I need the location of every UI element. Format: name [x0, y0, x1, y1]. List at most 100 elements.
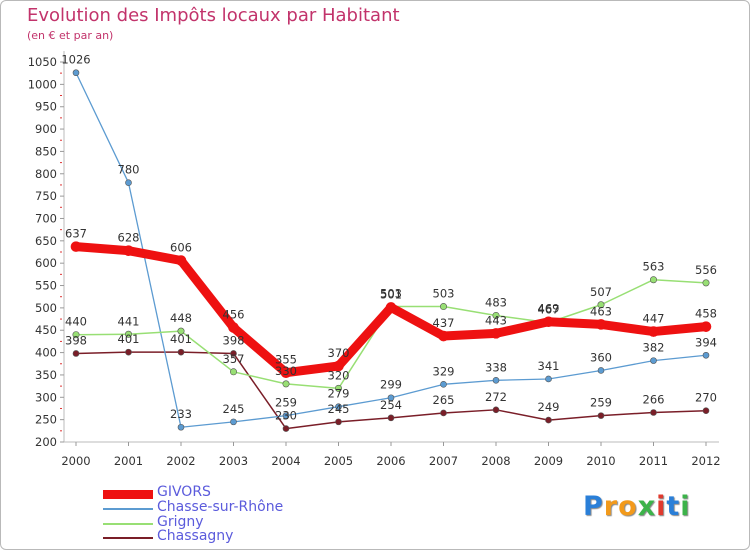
- data-label: 254: [380, 398, 402, 412]
- data-label: 637: [65, 227, 87, 241]
- y-tick-label: 350: [35, 368, 57, 382]
- data-label: 233: [170, 407, 192, 421]
- proxiti-logo: Proxiti: [583, 491, 691, 522]
- data-point: [230, 418, 237, 426]
- data-point: [282, 425, 290, 432]
- data-label: 443: [485, 313, 507, 327]
- data-label: 245: [328, 402, 350, 416]
- data-label: 398: [65, 333, 87, 347]
- data-point: [334, 384, 342, 392]
- y-tick-label: 450: [35, 323, 57, 337]
- y-tick-label: 550: [35, 279, 57, 293]
- legend-label: Grigny: [157, 514, 204, 530]
- data-point: [125, 330, 133, 338]
- data-label: 440: [65, 315, 87, 329]
- data-point: [230, 350, 237, 357]
- y-tick-label: 650: [35, 234, 57, 248]
- data-point: [387, 414, 395, 422]
- data-label: 272: [485, 390, 507, 404]
- x-tick-label: 2006: [376, 454, 405, 468]
- data-label: 437: [433, 316, 455, 330]
- data-label: 394: [695, 335, 717, 349]
- data-point: [597, 301, 605, 309]
- data-point: [702, 279, 710, 287]
- data-point: [702, 351, 710, 359]
- data-point: [175, 255, 187, 266]
- x-tick-label: 2003: [219, 454, 248, 468]
- data-point: [700, 321, 712, 332]
- data-label: 357: [223, 352, 245, 366]
- data-point: [439, 303, 447, 311]
- data-point: [385, 302, 397, 313]
- data-point: [72, 69, 80, 77]
- chart-title: Evolution des Impôts locaux par Habitant: [27, 5, 400, 26]
- logo-letter: i: [656, 491, 667, 522]
- data-label: 382: [643, 341, 665, 355]
- data-point: [545, 416, 552, 424]
- data-label: 456: [223, 308, 245, 322]
- data-label: 628: [118, 231, 140, 245]
- data-point: [123, 245, 134, 256]
- data-point: [70, 241, 82, 252]
- data-label: 501: [380, 287, 402, 301]
- logo-letter: P: [583, 491, 604, 522]
- data-label: 469: [538, 302, 560, 316]
- data-point: [543, 316, 554, 328]
- y-tick-label: 700: [35, 211, 57, 225]
- data-point: [648, 326, 659, 337]
- legend-swatch: [103, 523, 153, 525]
- data-label: 401: [118, 332, 140, 346]
- y-tick-label: 900: [35, 122, 57, 136]
- series-chassagny: [72, 348, 710, 432]
- series-layer: [70, 69, 712, 432]
- x-tick-label: 2005: [324, 454, 353, 468]
- data-point: [335, 403, 342, 410]
- data-point: [335, 418, 342, 426]
- data-point: [440, 409, 447, 417]
- x-tick-label: 2007: [429, 454, 458, 468]
- y-tick-label: 600: [35, 256, 57, 270]
- data-label: 370: [328, 346, 350, 360]
- y-tick-label: 300: [35, 390, 57, 404]
- data-label: 299: [380, 378, 402, 392]
- data-point: [177, 423, 185, 431]
- y-tick-label: 500: [35, 301, 57, 315]
- legend-swatch: [103, 489, 153, 499]
- legend-swatch: [103, 508, 153, 510]
- data-point: [492, 311, 500, 319]
- axes: 200 250 300 350 400 450 500 550 600 650 700 750 800 8…: [28, 51, 721, 468]
- data-label: 401: [170, 332, 192, 346]
- data-point: [282, 380, 290, 388]
- data-label: 266: [643, 392, 665, 406]
- data-label: 230: [275, 409, 297, 423]
- x-tick-label: 2010: [586, 454, 615, 468]
- data-point: [230, 368, 238, 376]
- data-point: [545, 375, 552, 383]
- data-label: 259: [590, 396, 612, 410]
- logo-letter: i: [680, 491, 691, 522]
- x-tick-label: 2009: [534, 454, 563, 468]
- y-tick-label: 200: [35, 435, 57, 449]
- logo-letter: o: [618, 491, 638, 522]
- data-point: [597, 412, 605, 419]
- y-tick-label: 950: [35, 100, 57, 114]
- data-point: [650, 357, 657, 364]
- data-point: [597, 367, 605, 374]
- x-tick-label: 2011: [639, 454, 668, 468]
- data-label: 556: [695, 263, 717, 277]
- x-tick-label: 2012: [691, 454, 720, 468]
- data-label: 259: [275, 396, 297, 410]
- data-label: 507: [590, 285, 612, 299]
- data-point: [650, 409, 657, 416]
- logo-letter: t: [666, 491, 681, 522]
- x-tick-label: 2002: [166, 454, 195, 468]
- data-label: 279: [328, 387, 350, 401]
- data-labels: 398 401 401 398 230 245 254 265 272 249 259 266 270 1…: [61, 53, 717, 423]
- data-point: [440, 381, 447, 388]
- data-point: [492, 377, 500, 384]
- data-point: [72, 350, 80, 357]
- data-point: [387, 394, 395, 402]
- y-tick-label: 800: [35, 167, 57, 181]
- data-point: [72, 331, 80, 339]
